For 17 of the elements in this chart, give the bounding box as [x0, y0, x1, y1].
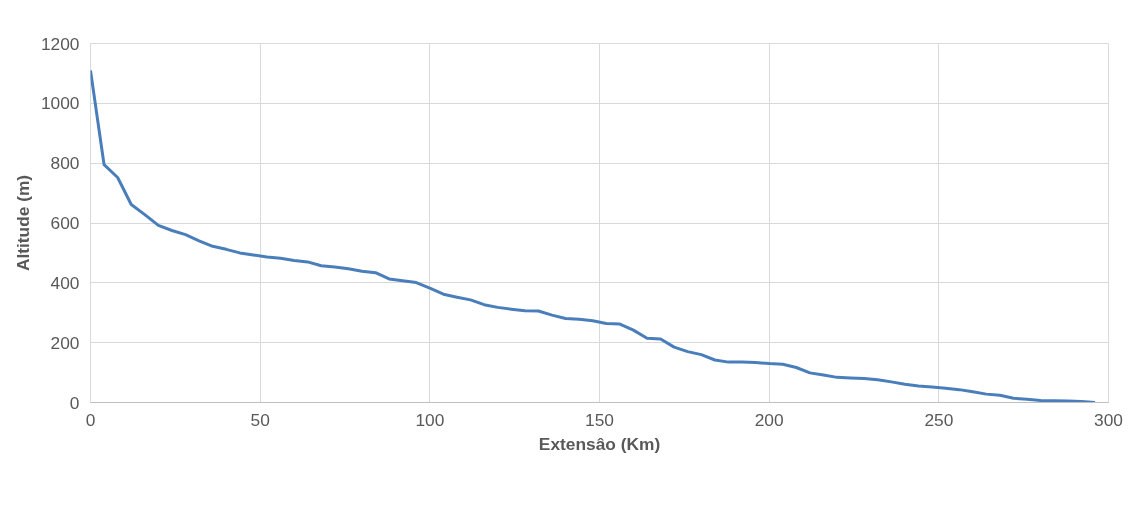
x-axis-title: Extensâo (Km) [538, 433, 661, 454]
x-tick-label: 200 [754, 409, 784, 430]
y-tick-label: 1200 [40, 33, 80, 54]
y-tick-label: 600 [50, 213, 80, 233]
x-tick-label: 100 [415, 409, 445, 430]
y-tick-label: 200 [50, 332, 80, 353]
y-tick-label: 400 [50, 272, 80, 293]
x-tick-label: 150 [585, 409, 614, 430]
x-tick-label: 0 [85, 409, 96, 430]
y-tick-label: 0 [69, 392, 80, 413]
line-series [90, 68, 1097, 403]
x-tick-label: 250 [924, 409, 954, 430]
y-axis-title: Altitude (m) [12, 174, 33, 272]
y-tick-label: 800 [50, 153, 80, 174]
x-tick-label: 50 [250, 409, 270, 430]
x-tick-label: 300 [1094, 409, 1123, 430]
y-tick-label: 1000 [40, 93, 80, 114]
